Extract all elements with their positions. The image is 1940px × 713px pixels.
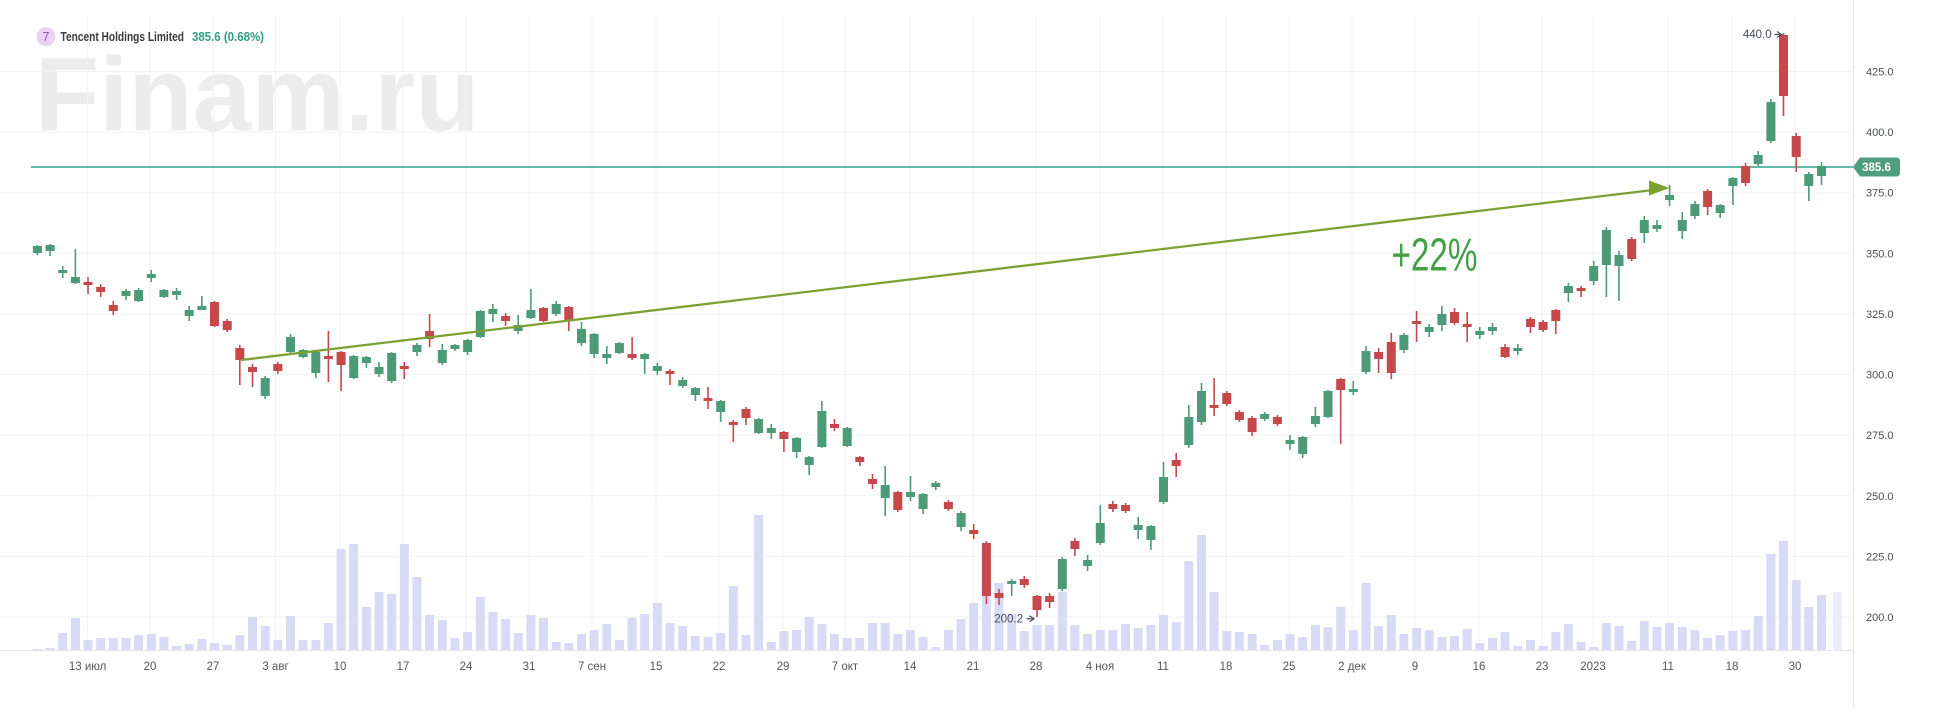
svg-text:27: 27 — [207, 661, 220, 673]
svg-text:9: 9 — [1412, 661, 1418, 673]
svg-text:385.6 (0.68%): 385.6 (0.68%) — [192, 29, 264, 44]
svg-text:29: 29 — [777, 661, 790, 673]
svg-text:7: 7 — [43, 30, 50, 44]
svg-text:14: 14 — [904, 661, 917, 673]
svg-text:17: 17 — [397, 661, 410, 673]
svg-text:16: 16 — [1473, 661, 1486, 673]
svg-text:225.0: 225.0 — [1866, 551, 1894, 563]
svg-text:3 авг: 3 авг — [262, 661, 288, 673]
svg-text:Tencent Holdings Limited: Tencent Holdings Limited — [61, 29, 185, 44]
svg-text:250.0: 250.0 — [1866, 491, 1894, 503]
svg-text:2023: 2023 — [1580, 661, 1606, 673]
svg-text:31: 31 — [523, 661, 536, 673]
svg-text:275.0: 275.0 — [1866, 430, 1894, 442]
svg-text:21: 21 — [967, 661, 980, 673]
svg-text:Finam.ru: Finam.ru — [35, 37, 480, 154]
svg-text:30: 30 — [1789, 661, 1802, 673]
svg-text:375.0: 375.0 — [1866, 188, 1894, 200]
svg-text:4 ноя: 4 ноя — [1086, 661, 1115, 673]
svg-text:+22%: +22% — [1392, 229, 1478, 281]
svg-text:28: 28 — [1030, 661, 1043, 673]
svg-text:20: 20 — [144, 661, 157, 673]
svg-text:2 дек: 2 дек — [1338, 661, 1367, 673]
svg-text:11: 11 — [1662, 661, 1674, 673]
svg-text:425.0: 425.0 — [1866, 67, 1894, 79]
svg-text:11: 11 — [1157, 661, 1169, 673]
svg-text:200.2: 200.2 — [994, 614, 1023, 626]
svg-text:10: 10 — [334, 661, 347, 673]
svg-text:22: 22 — [713, 661, 726, 673]
svg-text:24: 24 — [460, 661, 473, 673]
svg-text:400.0: 400.0 — [1866, 127, 1894, 139]
svg-text:18: 18 — [1726, 661, 1739, 673]
svg-text:385.6: 385.6 — [1862, 162, 1891, 174]
svg-text:23: 23 — [1536, 661, 1549, 673]
svg-text:15: 15 — [650, 661, 663, 673]
svg-text:13 июл: 13 июл — [69, 661, 107, 673]
svg-text:300.0: 300.0 — [1866, 370, 1894, 382]
svg-text:200.0: 200.0 — [1866, 612, 1894, 624]
svg-text:25: 25 — [1283, 661, 1296, 673]
svg-text:350.0: 350.0 — [1866, 248, 1894, 260]
svg-text:325.0: 325.0 — [1866, 309, 1894, 321]
svg-text:7 сен: 7 сен — [578, 661, 606, 673]
svg-text:440.0: 440.0 — [1743, 29, 1772, 41]
svg-text:18: 18 — [1220, 661, 1233, 673]
svg-text:7 окт: 7 окт — [832, 661, 859, 673]
